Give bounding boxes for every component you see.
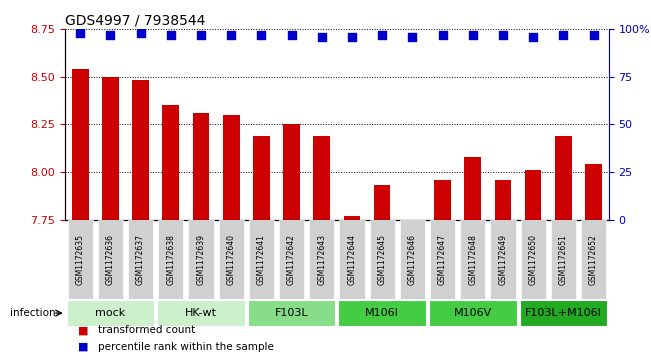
- Bar: [102, 77, 118, 220]
- Point: [589, 32, 599, 38]
- Bar: [495, 180, 511, 220]
- Bar: [283, 124, 300, 220]
- Bar: [464, 157, 481, 220]
- Text: GSM1172642: GSM1172642: [287, 234, 296, 285]
- Text: GSM1172645: GSM1172645: [378, 234, 387, 285]
- Point: [407, 34, 417, 40]
- Point: [437, 32, 448, 38]
- Text: GSM1172649: GSM1172649: [499, 234, 508, 285]
- FancyBboxPatch shape: [309, 220, 335, 299]
- FancyBboxPatch shape: [551, 220, 576, 299]
- Bar: [193, 113, 210, 220]
- Text: GSM1172652: GSM1172652: [589, 234, 598, 285]
- FancyBboxPatch shape: [98, 220, 123, 299]
- FancyBboxPatch shape: [521, 220, 546, 299]
- Point: [135, 30, 146, 36]
- FancyBboxPatch shape: [158, 220, 184, 299]
- Text: ■: ■: [78, 342, 89, 352]
- FancyBboxPatch shape: [460, 220, 486, 299]
- Bar: [374, 185, 391, 220]
- Text: transformed count: transformed count: [98, 325, 195, 335]
- Text: F103L: F103L: [275, 308, 309, 318]
- FancyBboxPatch shape: [370, 220, 395, 299]
- Point: [286, 32, 297, 38]
- Text: GSM1172651: GSM1172651: [559, 234, 568, 285]
- Text: GSM1172647: GSM1172647: [438, 234, 447, 285]
- Point: [226, 32, 236, 38]
- FancyBboxPatch shape: [430, 220, 455, 299]
- Point: [377, 32, 387, 38]
- Bar: [72, 69, 89, 220]
- Point: [75, 30, 85, 36]
- Point: [498, 32, 508, 38]
- Text: M106I: M106I: [365, 308, 399, 318]
- FancyBboxPatch shape: [128, 220, 153, 299]
- Bar: [555, 136, 572, 220]
- Bar: [585, 164, 602, 220]
- FancyBboxPatch shape: [339, 300, 426, 326]
- Point: [558, 32, 568, 38]
- Text: GDS4997 / 7938544: GDS4997 / 7938544: [65, 14, 206, 28]
- Text: percentile rank within the sample: percentile rank within the sample: [98, 342, 273, 352]
- Text: mock: mock: [95, 308, 126, 318]
- Bar: [314, 136, 330, 220]
- Text: infection: infection: [10, 308, 55, 318]
- Text: GSM1172646: GSM1172646: [408, 234, 417, 285]
- FancyBboxPatch shape: [519, 300, 607, 326]
- Bar: [132, 81, 149, 220]
- Text: F103L+M106I: F103L+M106I: [525, 308, 602, 318]
- Bar: [404, 220, 421, 223]
- Text: GSM1172643: GSM1172643: [317, 234, 326, 285]
- FancyBboxPatch shape: [429, 300, 517, 326]
- Bar: [344, 216, 360, 220]
- Bar: [525, 170, 542, 220]
- FancyBboxPatch shape: [188, 220, 214, 299]
- Text: M106V: M106V: [454, 308, 492, 318]
- Text: GSM1172635: GSM1172635: [76, 234, 85, 285]
- Bar: [434, 180, 451, 220]
- Bar: [223, 115, 240, 220]
- Bar: [253, 136, 270, 220]
- FancyBboxPatch shape: [66, 300, 154, 326]
- Text: GSM1172636: GSM1172636: [106, 234, 115, 285]
- Point: [316, 34, 327, 40]
- Text: GSM1172648: GSM1172648: [468, 234, 477, 285]
- Text: GSM1172640: GSM1172640: [227, 234, 236, 285]
- Text: GSM1172641: GSM1172641: [257, 234, 266, 285]
- Text: GSM1172638: GSM1172638: [166, 234, 175, 285]
- FancyBboxPatch shape: [219, 220, 244, 299]
- Text: GSM1172637: GSM1172637: [136, 234, 145, 285]
- Point: [256, 32, 267, 38]
- FancyBboxPatch shape: [248, 300, 335, 326]
- Bar: [163, 105, 179, 220]
- FancyBboxPatch shape: [400, 220, 425, 299]
- FancyBboxPatch shape: [249, 220, 274, 299]
- Text: ■: ■: [78, 325, 89, 335]
- FancyBboxPatch shape: [279, 220, 304, 299]
- Point: [528, 34, 538, 40]
- FancyBboxPatch shape: [157, 300, 245, 326]
- FancyBboxPatch shape: [490, 220, 516, 299]
- Text: HK-wt: HK-wt: [185, 308, 217, 318]
- Point: [347, 34, 357, 40]
- FancyBboxPatch shape: [68, 220, 93, 299]
- Text: GSM1172650: GSM1172650: [529, 234, 538, 285]
- Point: [105, 32, 116, 38]
- Text: GSM1172644: GSM1172644: [348, 234, 357, 285]
- FancyBboxPatch shape: [581, 220, 606, 299]
- Text: GSM1172639: GSM1172639: [197, 234, 206, 285]
- Point: [467, 32, 478, 38]
- FancyBboxPatch shape: [339, 220, 365, 299]
- Point: [196, 32, 206, 38]
- Point: [165, 32, 176, 38]
